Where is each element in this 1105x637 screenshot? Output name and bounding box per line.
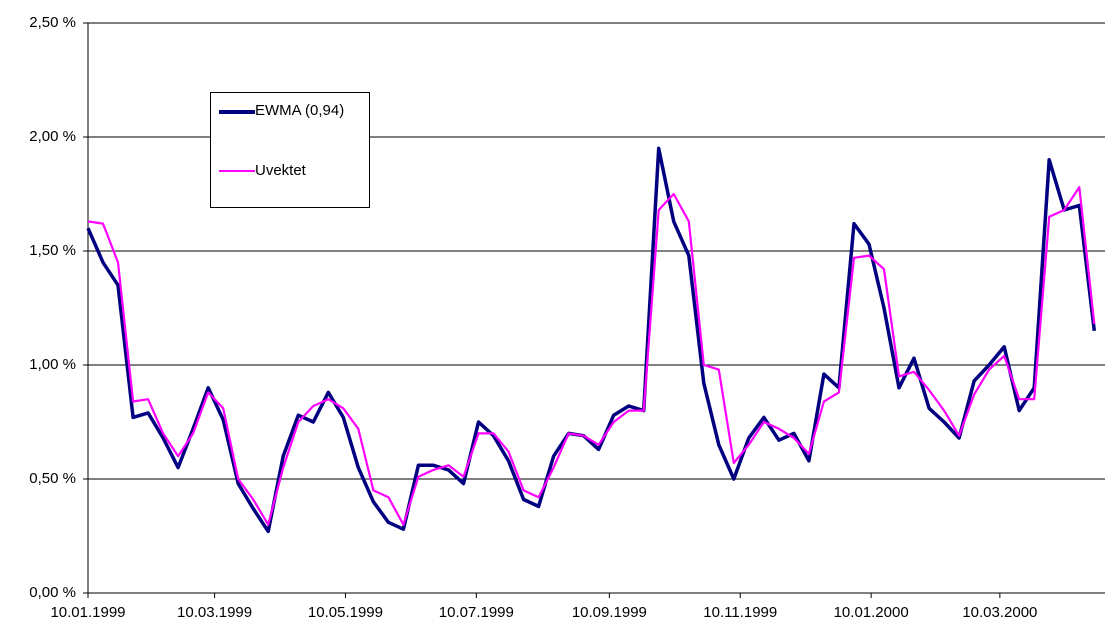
y-tick-label: 2,50 % — [29, 14, 76, 31]
legend-entry: EWMA (0,94) — [219, 101, 350, 120]
x-tick-label: 10.05.1999 — [308, 604, 383, 621]
x-tick-label: 10.01.1999 — [50, 604, 125, 621]
legend-entry: Uvektet — [219, 161, 350, 180]
legend-swatch — [219, 110, 255, 114]
legend: EWMA (0,94) Uvektet — [210, 92, 370, 208]
y-tick-label: 2,00 % — [29, 128, 76, 145]
x-tick-label: 10.09.1999 — [572, 604, 647, 621]
x-tick-label: 10.03.2000 — [962, 604, 1037, 621]
legend-swatch — [219, 170, 255, 172]
y-tick-label: 0,50 % — [29, 470, 76, 487]
legend-label: EWMA (0,94) — [255, 102, 345, 119]
y-tick-label: 1,50 % — [29, 242, 76, 259]
x-tick-label: 10.03.1999 — [177, 604, 252, 621]
y-tick-label: 0,00 % — [29, 584, 76, 601]
series-line — [86, 146, 1097, 534]
legend-label: Uvektet — [255, 162, 306, 179]
x-tick-label: 10.11.1999 — [703, 604, 777, 621]
x-tick-label: 10.01.2000 — [834, 604, 909, 621]
series-line — [87, 186, 1096, 526]
x-tick-label: 10.07.1999 — [439, 604, 514, 621]
y-tick-label: 1,00 % — [29, 356, 76, 373]
